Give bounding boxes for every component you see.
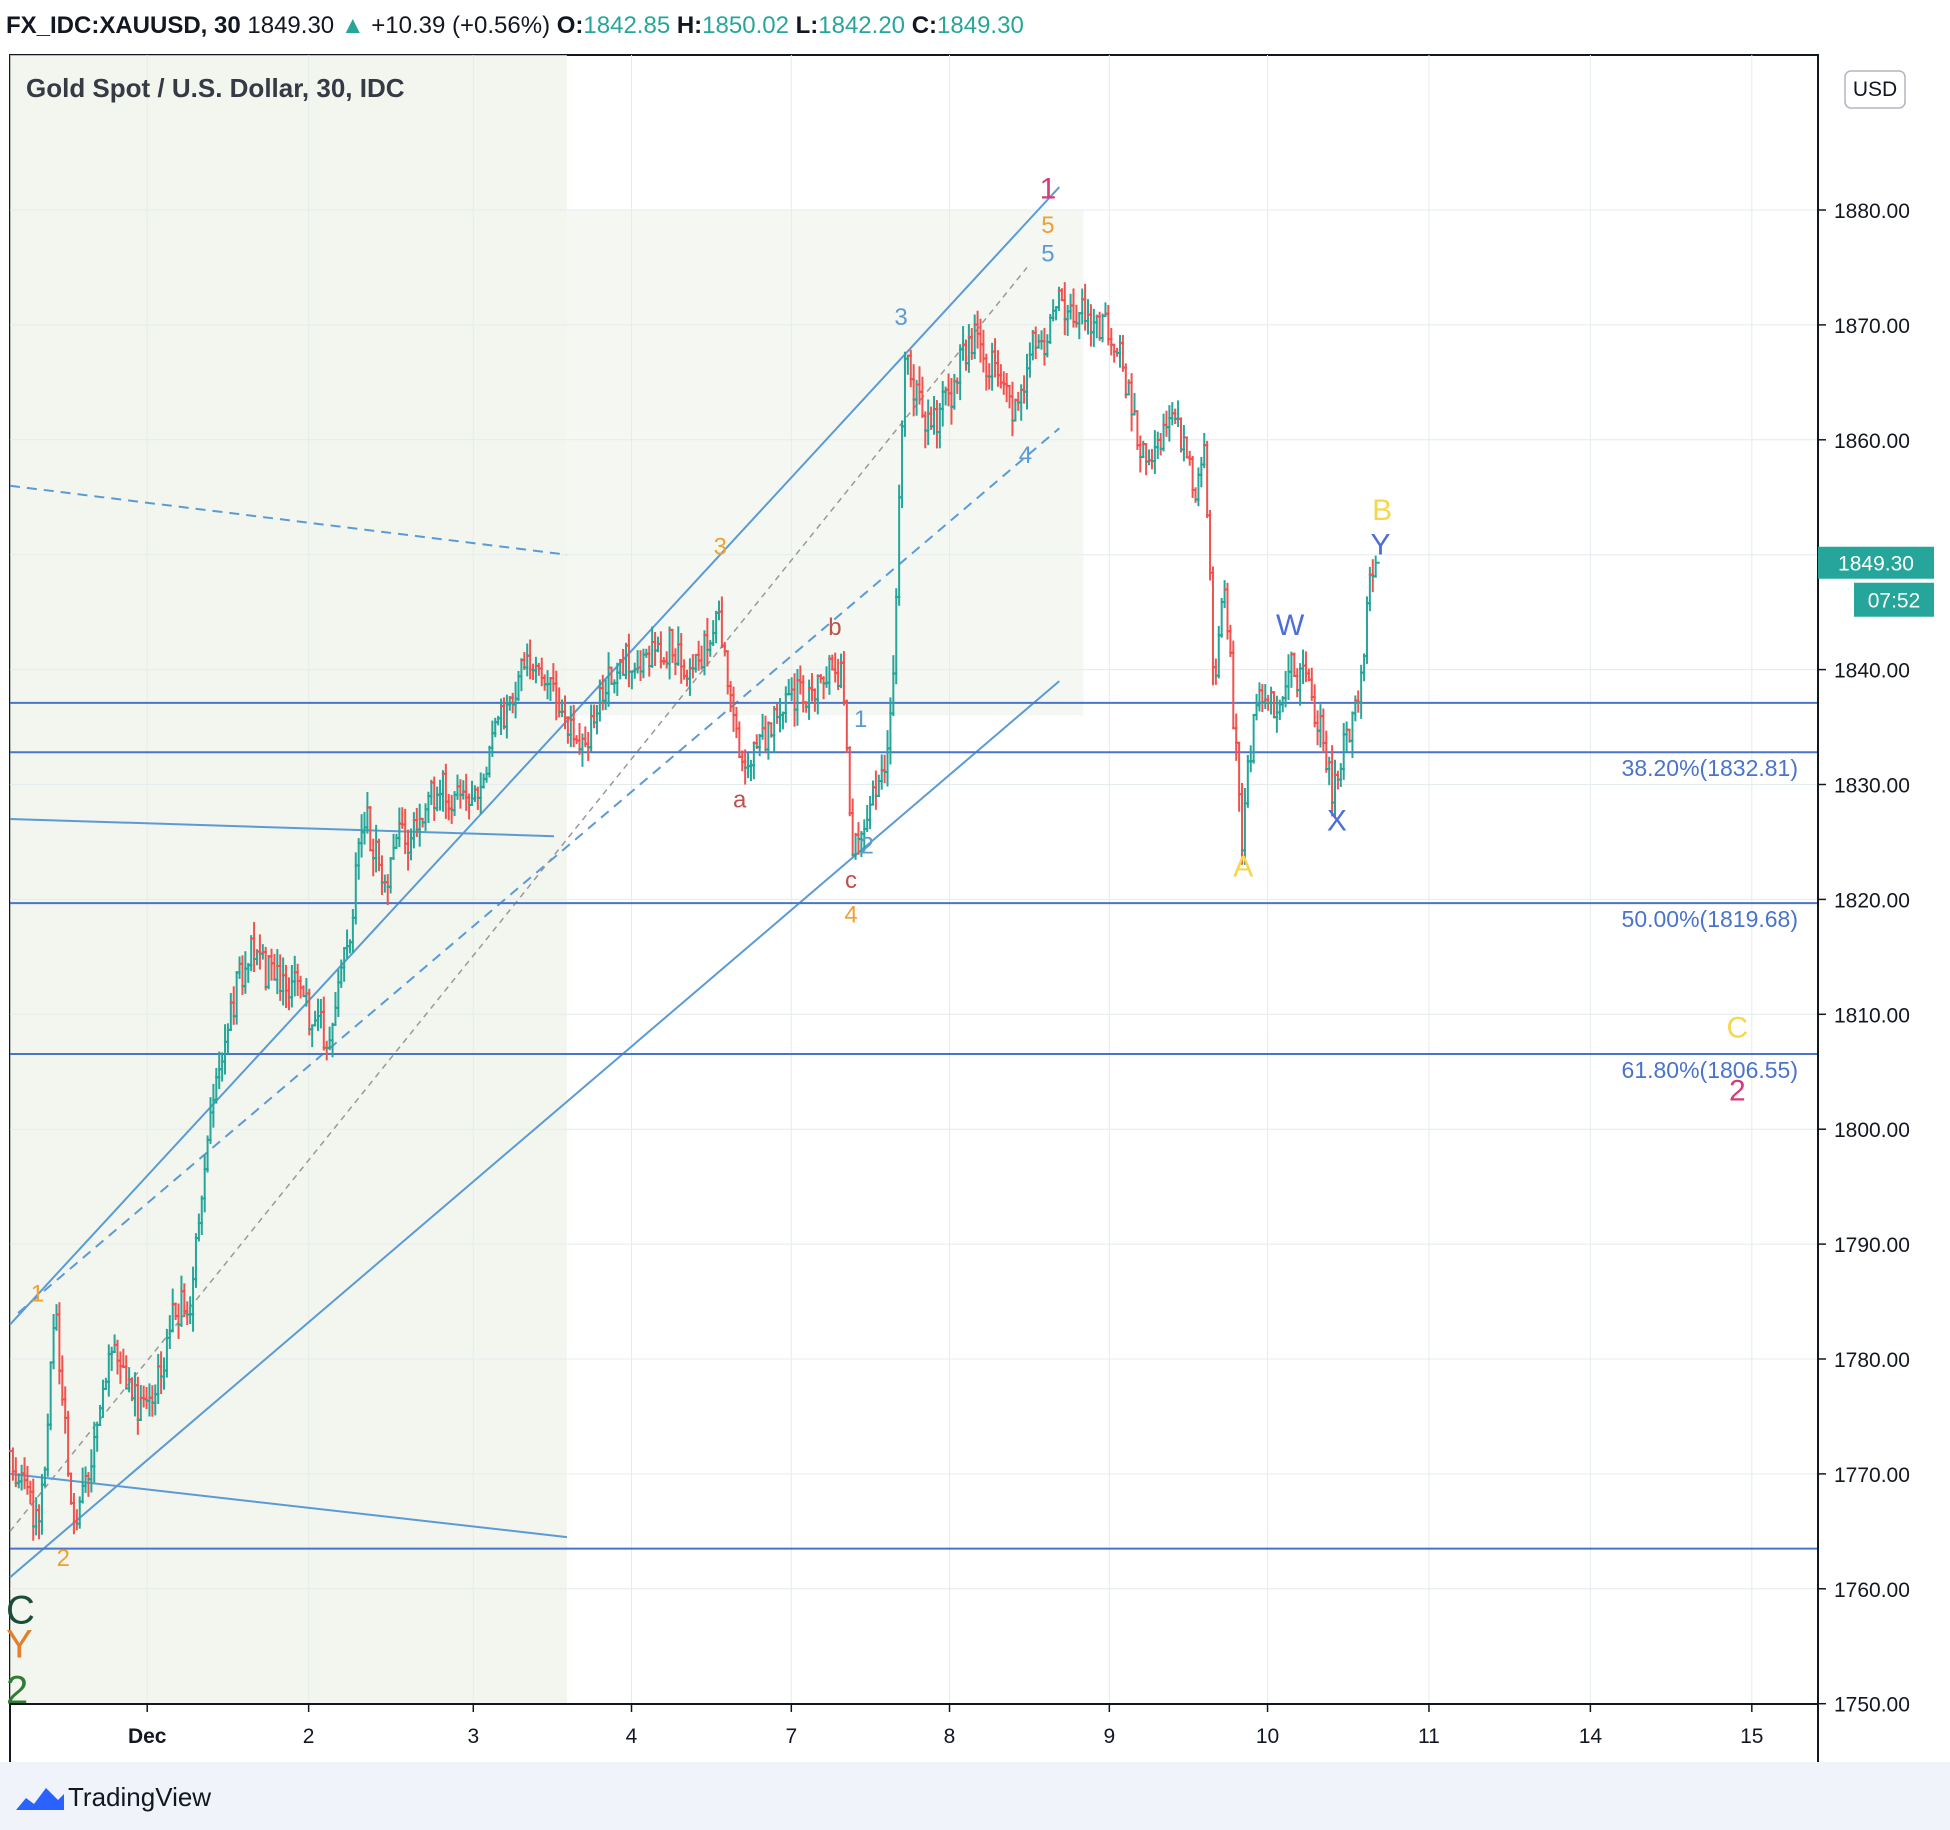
symbol-name[interactable]: FX_IDC:XAUUSD, 30 (6, 12, 241, 39)
y-tick-label: 1790.00 (1834, 1234, 1910, 1257)
symbol-header: FX_IDC:XAUUSD, 30 1849.30 ▲ +10.39 (+0.5… (0, 0, 1950, 52)
x-tick-label: 8 (944, 1725, 956, 1748)
wave-label: 3 (714, 534, 727, 561)
wave-label: 5 (1041, 241, 1054, 268)
low-label: L: (795, 12, 819, 39)
last-price-tag-text: 1849.30 (1838, 553, 1914, 576)
wave-label-edge: C (6, 1588, 35, 1632)
close-label: C: (911, 12, 938, 39)
wave-label-edge: Y (6, 1623, 33, 1667)
wave-label: 3 (894, 304, 907, 331)
up-arrow-icon: ▲ (340, 12, 365, 39)
close-value: 1849.30 (937, 12, 1024, 39)
price-change: +10.39 (+0.56%) (371, 12, 551, 39)
wave-label: 1 (1040, 173, 1057, 206)
last-price: 1849.30 (247, 12, 335, 39)
channel-lower-line (9, 680, 1060, 1579)
footer-bar: TradingView (0, 1762, 1950, 1830)
wave-label: 4 (844, 901, 857, 928)
y-tick-label: 1810.00 (1834, 1004, 1910, 1027)
channel-upper-line (9, 186, 1061, 1326)
y-tick-label: 1770.00 (1834, 1464, 1910, 1487)
wave-label: 1 (854, 706, 867, 733)
fib-level-label: 38.20%(1832.81) (1622, 755, 1798, 781)
open-label: O: (556, 12, 584, 39)
currency-button[interactable]: USD (1844, 70, 1906, 109)
wave-label: B (1372, 494, 1392, 527)
y-tick-label: 1750.00 (1834, 1694, 1910, 1717)
x-tick-label: 7 (785, 1725, 797, 1748)
x-tick-label: 14 (1579, 1725, 1603, 1748)
y-tick-label: 1840.00 (1834, 660, 1910, 683)
wave-label: X (1327, 804, 1347, 837)
x-tick-label: 15 (1740, 1725, 1763, 1748)
x-tick-label: Dec (128, 1725, 167, 1748)
wave-label: C (1726, 1011, 1748, 1044)
open-value: 1842.85 (583, 12, 671, 39)
x-tick-label: 10 (1256, 1725, 1279, 1748)
y-tick-label: 1860.00 (1834, 430, 1910, 453)
high-value: 1850.02 (702, 12, 789, 39)
wave-label: c (845, 867, 857, 894)
currency-label: USD (1853, 78, 1897, 101)
left-dashed-trendline (9, 484, 568, 556)
fib-level-label: 50.00%(1819.68) (1622, 906, 1798, 932)
chart-title: Gold Spot / U.S. Dollar, 30, IDC (26, 73, 405, 103)
y-tick-label: 1880.00 (1834, 200, 1910, 223)
price-chart[interactable]: 38.20%(1832.81) 50.00%(1819.68) 61.80%(180… (0, 52, 1950, 1762)
y-tick-label: 1780.00 (1834, 1349, 1910, 1372)
highlight-region (10, 55, 567, 1704)
high-label: H: (676, 12, 703, 39)
left-trendline-upper (9, 817, 555, 838)
channel-mid-dashed-line (17, 427, 1060, 1314)
x-tick-label: 9 (1103, 1725, 1115, 1748)
low-value: 1842.20 (818, 12, 906, 39)
wave-label: Y (1371, 529, 1391, 562)
brand-name[interactable]: TradingView (68, 1782, 212, 1812)
y-tick-label: 1760.00 (1834, 1579, 1910, 1602)
wave-label: 2 (1729, 1074, 1746, 1107)
x-tick-label: 3 (467, 1725, 479, 1748)
x-tick-label: 4 (626, 1725, 638, 1748)
wave-label: 1 (31, 1281, 44, 1308)
x-tick-label: 11 (1418, 1725, 1440, 1748)
wave-label: W (1276, 609, 1305, 642)
y-tick-label: 1800.00 (1834, 1119, 1910, 1142)
y-tick-label: 1830.00 (1834, 775, 1910, 798)
tradingview-logo-icon[interactable] (14, 1784, 66, 1814)
y-tick-label: 1870.00 (1834, 315, 1910, 338)
fib-level-label: 61.80%(1806.55) (1622, 1057, 1798, 1083)
wave-label: A (1233, 850, 1253, 883)
wave-label: 4 (1019, 442, 1032, 469)
highlight-region (566, 210, 1084, 716)
wave-label: 5 (1041, 212, 1054, 239)
last-price-tag: 1849.30 07:52 (1818, 546, 1934, 617)
wave-label-edge: 2 (6, 1669, 28, 1713)
wave-label: b (828, 614, 841, 641)
left-trendline-lower (9, 1472, 568, 1539)
wave-label: 2 (861, 832, 874, 859)
countdown-tag-text: 07:52 (1868, 590, 1921, 613)
wave-label: 2 (57, 1545, 70, 1572)
y-tick-label: 1820.00 (1834, 889, 1910, 912)
x-tick-label: 2 (303, 1725, 315, 1748)
wave-label: a (733, 786, 747, 813)
